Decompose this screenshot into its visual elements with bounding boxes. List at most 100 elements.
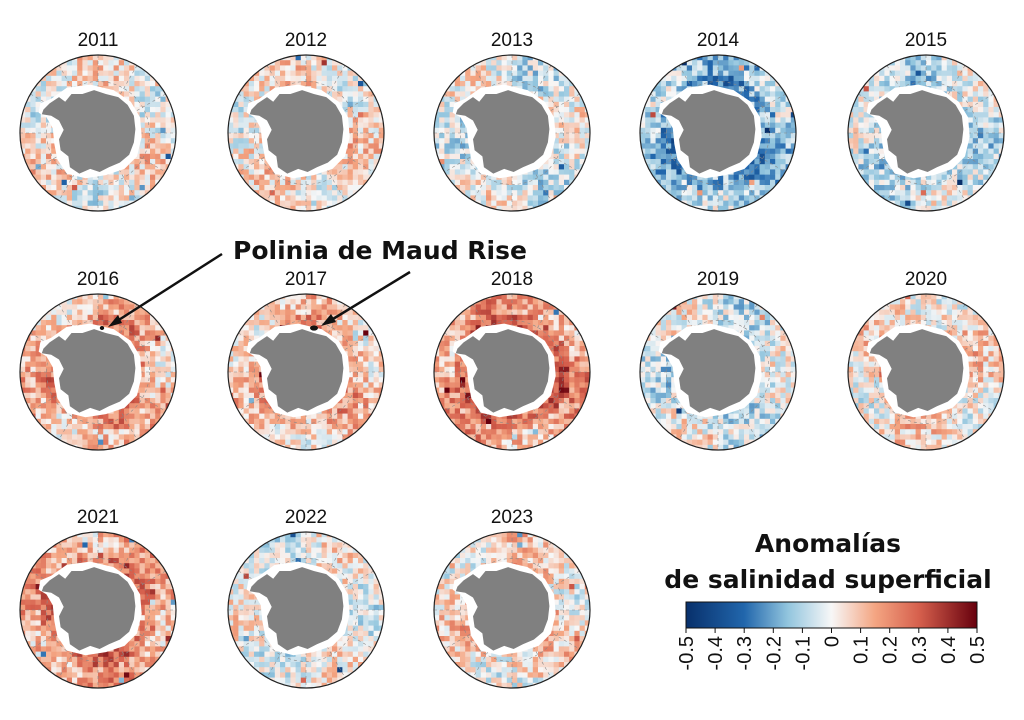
salinity-cell — [532, 86, 539, 92]
salinity-cell — [978, 164, 984, 170]
salinity-cell — [264, 195, 270, 201]
salinity-cell — [733, 169, 740, 175]
salinity-cell — [879, 153, 885, 160]
salinity-cell — [905, 174, 911, 181]
salinity-cell — [139, 112, 146, 118]
salinity-cell — [697, 190, 703, 196]
salinity-cell — [962, 185, 968, 191]
salinity-cell — [527, 195, 534, 201]
salinity-cell — [82, 444, 88, 450]
salinity-cell — [51, 190, 57, 196]
salinity-cell — [770, 148, 776, 155]
salinity-cell — [144, 86, 151, 92]
salinity-cell — [248, 413, 255, 420]
salinity-cell — [915, 70, 922, 77]
salinity-cell — [35, 398, 42, 404]
salinity-cell — [316, 86, 322, 92]
salinity-cell — [506, 75, 513, 82]
salinity-cell — [671, 148, 677, 155]
salinity-cell — [352, 138, 359, 144]
salinity-cell — [569, 96, 575, 103]
salinity-cell — [564, 101, 570, 108]
salinity-cell — [671, 185, 677, 191]
salinity-cell — [363, 174, 369, 181]
salinity-cell — [243, 81, 250, 87]
salinity-cell — [129, 330, 135, 336]
salinity-cell — [900, 195, 906, 201]
salinity-cell — [671, 159, 677, 165]
salinity-cell — [363, 153, 369, 160]
salinity-cell — [543, 169, 549, 175]
salinity-cell — [434, 138, 440, 144]
salinity-cell — [228, 127, 234, 134]
salinity-cell — [532, 60, 539, 66]
salinity-cell — [952, 65, 958, 71]
salinity-cell — [46, 361, 52, 368]
salinity-cell — [749, 174, 755, 181]
salinity-cell — [972, 133, 979, 139]
salinity-cell — [40, 159, 47, 165]
salinity-cell — [373, 148, 380, 155]
salinity-cell — [910, 70, 916, 77]
salinity-cell — [103, 314, 109, 321]
salinity-cell — [118, 309, 125, 316]
salinity-cell — [465, 164, 471, 170]
salinity-cell — [988, 112, 994, 118]
salinity-cell — [30, 330, 36, 336]
salinity-cell — [486, 75, 492, 82]
salinity-cell — [20, 138, 26, 144]
salinity-cell — [118, 75, 125, 82]
salinity-cell — [300, 75, 307, 82]
salinity-cell — [30, 133, 36, 139]
salinity-cell — [139, 351, 146, 357]
map-panel-2011: 2011 — [19, 30, 177, 212]
salinity-cell — [470, 86, 476, 92]
salinity-cell — [480, 81, 487, 87]
salinity-cell — [243, 372, 250, 378]
salinity-cell — [749, 190, 755, 196]
salinity-cell — [972, 96, 979, 103]
salinity-cell — [681, 174, 688, 181]
salinity-cell — [264, 424, 270, 430]
salinity-cell — [363, 101, 369, 108]
salinity-cell — [254, 185, 260, 191]
salinity-cell — [139, 179, 146, 186]
salinity-cell — [522, 65, 528, 71]
salinity-cell — [150, 138, 156, 144]
salinity-cell — [480, 65, 487, 71]
salinity-cell — [983, 117, 989, 123]
salinity-cell — [66, 185, 73, 191]
salinity-cell — [936, 185, 942, 191]
salinity-cell — [538, 179, 544, 186]
salinity-cell — [686, 190, 693, 196]
salinity-cell — [98, 444, 104, 450]
salinity-cell — [274, 309, 281, 316]
salinity-cell — [853, 107, 859, 113]
salinity-cell — [160, 127, 166, 134]
salinity-cell — [759, 75, 766, 82]
salinity-cell — [723, 70, 729, 77]
salinity-cell — [77, 55, 83, 61]
salinity-cell — [564, 122, 570, 129]
salinity-cell — [936, 75, 942, 82]
salinity-cell — [491, 70, 497, 77]
salinity-cell — [962, 174, 968, 181]
salinity-cell — [863, 112, 870, 118]
salinity-cell — [269, 179, 276, 186]
salinity-cell — [72, 434, 78, 440]
salinity-cell — [248, 325, 255, 331]
salinity-cell — [139, 143, 146, 149]
salinity-cell — [707, 205, 714, 211]
salinity-cell — [988, 122, 994, 129]
salinity-cell — [248, 164, 255, 170]
salinity-cell — [889, 190, 896, 196]
salinity-cell — [352, 86, 359, 92]
salinity-cell — [553, 174, 560, 181]
salinity-cell — [72, 320, 78, 326]
salinity-cell — [564, 169, 570, 175]
salinity-cell — [564, 81, 570, 87]
salinity-cell — [733, 185, 740, 191]
salinity-cell — [941, 169, 948, 175]
map-panel-2016: 2016 — [19, 269, 177, 451]
salinity-cell — [243, 101, 250, 108]
